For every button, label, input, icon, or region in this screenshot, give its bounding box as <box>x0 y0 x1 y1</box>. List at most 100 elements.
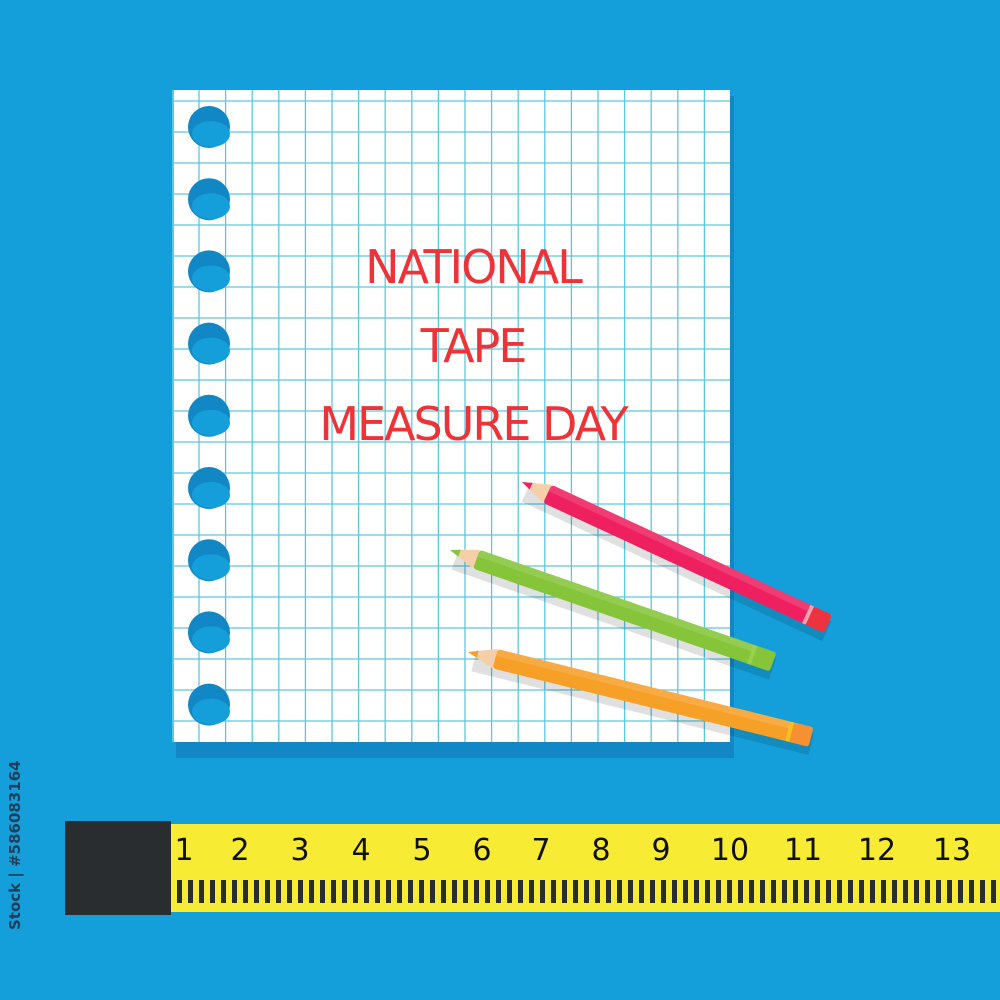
tape-tick <box>683 880 688 903</box>
tape-number: 3 <box>290 833 309 868</box>
tape-tick <box>914 880 919 903</box>
tape-tick <box>364 880 369 903</box>
tape-tick <box>386 880 391 903</box>
tape-tick <box>353 880 358 903</box>
tape-tick <box>705 880 710 903</box>
tape-tick <box>584 880 589 903</box>
pencil-lead <box>450 549 461 557</box>
tape-measure: 1 2 3 4 5 6 7 8 9 10 11 12 13 <box>65 821 1000 915</box>
tape-tick <box>639 880 644 903</box>
tape-tick <box>771 880 776 903</box>
tape-tick <box>738 880 743 903</box>
binder-hole-shade <box>192 626 230 653</box>
tape-tick <box>760 880 765 903</box>
tape-tick <box>969 880 974 903</box>
tape-number: 5 <box>412 833 431 868</box>
tape-tick <box>408 880 413 903</box>
binder-hole-shade <box>192 121 230 147</box>
binder-hole-shade <box>192 337 230 364</box>
tape-tick <box>430 880 435 903</box>
tape-tick <box>309 880 314 903</box>
tape-tick <box>221 880 226 903</box>
pencil-body <box>473 550 776 671</box>
binder-hole-shade <box>192 193 230 220</box>
tape-tick <box>980 880 985 903</box>
tape-tick <box>892 880 897 903</box>
tape-tick <box>232 880 237 903</box>
title-line-3: MEASURE DAY <box>319 397 629 451</box>
tape-number: 4 <box>351 833 370 868</box>
tape-tick <box>540 880 545 903</box>
tape-numbers: 1 2 3 4 5 6 7 8 9 10 11 12 13 <box>174 833 971 868</box>
tape-tick <box>815 880 820 903</box>
tape-tick <box>947 880 952 903</box>
tape-tick <box>991 880 996 903</box>
tape-tick <box>397 880 402 903</box>
tape-number: 6 <box>472 833 491 868</box>
tape-tick <box>881 880 886 903</box>
tape-tick <box>837 880 842 903</box>
tape-tick <box>485 880 490 903</box>
pencil-lead <box>468 650 479 658</box>
tape-number: 12 <box>858 833 896 868</box>
tape-tick <box>958 880 963 903</box>
tape-tick <box>474 880 479 903</box>
tape-tick <box>870 880 875 903</box>
pencil-body <box>493 649 813 747</box>
tape-tick <box>507 880 512 903</box>
pencil-end <box>789 723 813 747</box>
tape-tick <box>650 880 655 903</box>
tape-number: 11 <box>784 833 822 868</box>
tape-tick <box>463 880 468 903</box>
title-line-1: NATIONAL <box>365 240 583 294</box>
tape-tick <box>661 880 666 903</box>
binder-hole-shade <box>192 482 230 508</box>
tape-tick <box>606 880 611 903</box>
binder-hole-shade <box>192 698 230 725</box>
pencil-body <box>544 485 832 633</box>
tape-number: 10 <box>711 833 749 868</box>
tape-tick <box>210 880 215 903</box>
pencil-end <box>751 646 776 671</box>
tape-tick <box>936 880 941 903</box>
pencil-end <box>806 607 832 633</box>
tape-tick <box>375 880 380 903</box>
tape-tick <box>782 880 787 903</box>
tape-tick <box>804 880 809 903</box>
tape-tick <box>331 880 336 903</box>
tape-tick <box>925 880 930 903</box>
tape-tick <box>617 880 622 903</box>
tape-tick <box>518 880 523 903</box>
tape-number: 2 <box>230 833 249 868</box>
tape-tick <box>287 880 292 903</box>
tape-tick <box>496 880 501 903</box>
pencil-green <box>450 548 777 680</box>
tape-tick <box>188 880 193 903</box>
tape-number: 9 <box>651 833 670 868</box>
pencil-pink <box>521 481 833 642</box>
tape-tick <box>628 880 633 903</box>
poster-title: NATIONAL TAPE MEASURE DAY <box>319 240 631 451</box>
tape-number: 1 <box>174 833 193 868</box>
stock-credit: Stock | #586083164 <box>6 760 24 930</box>
tape-case <box>65 821 171 915</box>
tape-ticks <box>177 880 996 903</box>
tape-tick <box>903 880 908 903</box>
tape-tick <box>441 880 446 903</box>
tape-tick <box>859 880 864 903</box>
paper-grid <box>172 90 730 742</box>
tape-tick <box>672 880 677 903</box>
tape-tick <box>716 880 721 903</box>
tape-tick <box>727 880 732 903</box>
tape-tick <box>199 880 204 903</box>
tape-tick <box>177 880 182 903</box>
tape-tick <box>694 880 699 903</box>
binder-hole-shade <box>192 554 230 581</box>
grid-paper <box>172 90 730 742</box>
tape-tick <box>452 880 457 903</box>
tape-tick <box>562 880 567 903</box>
title-line-2: TAPE <box>420 319 526 373</box>
tape-tick <box>265 880 270 903</box>
tape-tick <box>595 880 600 903</box>
